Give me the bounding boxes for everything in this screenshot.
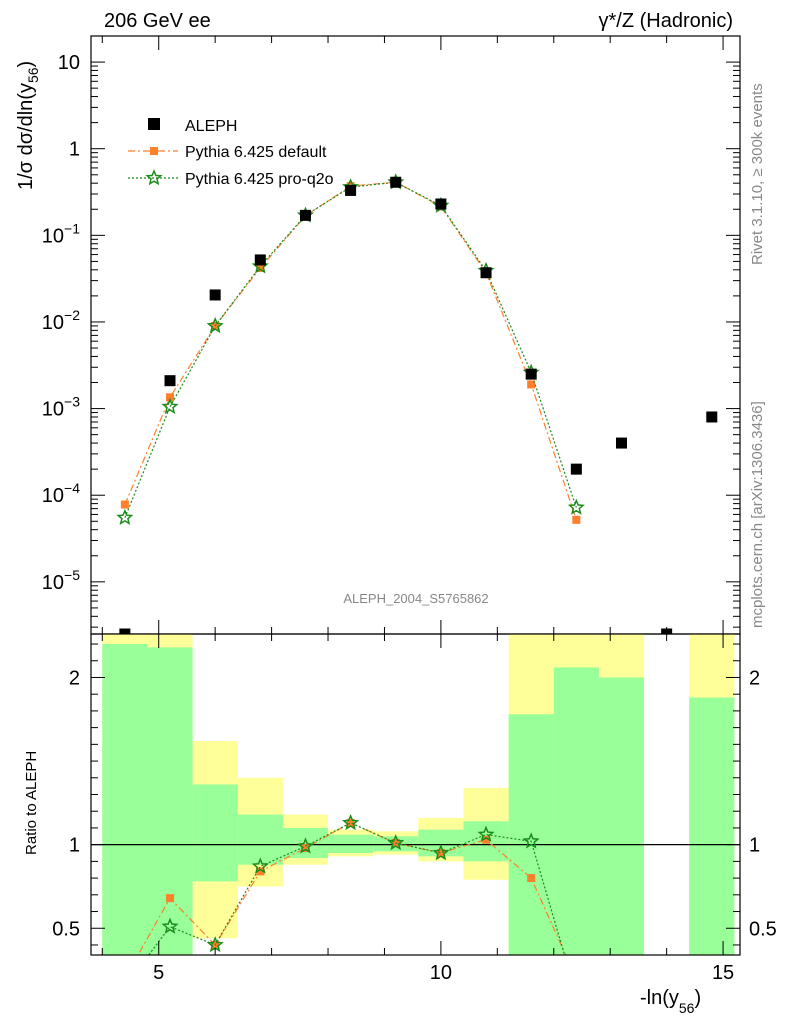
default-point-0 xyxy=(120,500,129,509)
legend-label-proq2o: Pythia 6.425 pro-q2o xyxy=(185,171,334,188)
aleph-point-2 xyxy=(209,289,221,301)
default-point-1 xyxy=(166,393,175,402)
ratio-proq2o-point-1 xyxy=(161,917,179,934)
ratio-default-point-4 xyxy=(301,844,310,852)
y-tick-label--1: 10−1 xyxy=(42,220,80,247)
ratio-proq2o-point-7 xyxy=(432,844,450,861)
ratio-proq2o-point-6 xyxy=(387,834,405,851)
aleph-point-5 xyxy=(345,184,357,196)
aleph-point-8 xyxy=(480,267,492,279)
default-line xyxy=(124,181,577,520)
ratio-proq2o-point-0 xyxy=(118,980,131,993)
ratio-default-point-5 xyxy=(346,818,355,827)
labels-layer: 206 GeV ee γ*/Z (Hadronic) Rivet 3.1.10,… xyxy=(104,10,766,628)
band-stat-5 xyxy=(328,834,374,854)
ratio-ytick-label-0.5: 0.5 xyxy=(52,918,80,940)
legend-label-default: Pythia 6.425 default xyxy=(185,144,327,161)
legend-marker-aleph xyxy=(148,118,160,130)
ratio-series xyxy=(118,813,583,1001)
default-point-9 xyxy=(527,380,536,389)
ratio-default-point-0 xyxy=(121,974,129,982)
x-tick-label-5: 5 xyxy=(153,962,164,984)
upper-panel: 10−5 10−4 10−3 10−2 10−1 1 10 1/σ dσ/dln(y56) AL… xyxy=(15,35,741,635)
proq2o-point-10 xyxy=(567,498,585,515)
main-series xyxy=(116,173,718,634)
x-tick-label-15: 15 xyxy=(712,962,734,984)
band-stat-1 xyxy=(147,647,193,955)
ratio-default-point-8 xyxy=(482,835,491,844)
proq2o-point-2 xyxy=(206,316,224,334)
ratio-ytick-label-1: 1 xyxy=(69,835,80,857)
band-stat-3 xyxy=(237,814,283,865)
aleph-point-0 xyxy=(119,628,131,634)
legend-marker-proq2o xyxy=(145,169,163,186)
proq2o-line xyxy=(124,181,577,518)
legend: ALEPH Pythia 6.425 default Pythia 6.425 pr… xyxy=(128,118,334,188)
uncertainty-bands xyxy=(102,634,735,955)
aleph-point-7 xyxy=(435,198,447,210)
side-label-top: Rivet 3.1.10, ≥ 300k events xyxy=(749,83,766,265)
proq2o-point-1 xyxy=(161,397,179,414)
ratio-proq2o-point-5 xyxy=(342,813,360,831)
y-tick-label--2: 10−2 xyxy=(42,307,80,334)
default-point-10 xyxy=(572,515,581,524)
y-tick-label-1: 10 xyxy=(58,52,80,74)
y-tick-label-0: 1 xyxy=(69,139,80,161)
band-stat-0 xyxy=(102,644,148,955)
y-tick-label--5: 10−5 xyxy=(42,567,80,594)
band-stat-2 xyxy=(192,784,238,882)
ratio-default-point-9 xyxy=(527,874,536,883)
ratio-proq2o-point-3 xyxy=(251,857,269,874)
legend-marker-default xyxy=(150,147,158,155)
ratio-ytick-label-r-0.5: 0.5 xyxy=(749,918,777,940)
ratio-proq2o-point-4 xyxy=(296,837,314,854)
aleph-point-6 xyxy=(390,176,402,188)
legend-label-aleph: ALEPH xyxy=(185,118,237,135)
aleph-point-9 xyxy=(525,368,537,380)
ratio-ytick-label-r-2: 2 xyxy=(749,667,760,689)
header-right: γ*/Z (Hadronic) xyxy=(599,10,733,32)
ratio-default-point-1 xyxy=(166,894,175,903)
analysis-tag: ALEPH_2004_S5765862 xyxy=(343,591,488,606)
ratio-y-axis-title: Ratio to ALEPH xyxy=(23,751,40,855)
band-stat-12 xyxy=(689,697,735,955)
header-left: 206 GeV ee xyxy=(104,10,211,32)
band-stat-10 xyxy=(553,667,599,955)
proq2o-point-0 xyxy=(116,508,134,525)
side-label-bottom: mcplots.cern.ch [arXiv:1306.3436] xyxy=(749,401,766,628)
ratio-panel: 5 10 15 0.5 0.5 1 1 2 2 Ratio to ALEPH -ln(y56) xyxy=(23,633,777,1016)
ratio-ytick-label-r-1: 1 xyxy=(749,835,760,857)
ratio-proq2o-point-9 xyxy=(522,832,540,849)
y-axis-title: 1/σ dσ/dln(y56) xyxy=(15,61,41,190)
ratio-default-point-7 xyxy=(436,849,445,858)
ratio-ytick-label-2: 2 xyxy=(69,667,80,689)
aleph-point-1 xyxy=(164,375,176,387)
ratio-default-point-10 xyxy=(572,974,580,982)
ratio-proq2o-point-8 xyxy=(477,825,495,842)
y-tick-label--4: 10−4 xyxy=(42,480,80,507)
ratio-proq2o-point-10 xyxy=(570,988,583,1001)
x-axis-title: -ln(y56) xyxy=(640,987,701,1016)
band-stat-11 xyxy=(598,677,645,955)
aleph-point-4 xyxy=(299,209,311,221)
x-tick-label-10: 10 xyxy=(430,962,452,984)
band-stat-4 xyxy=(282,827,329,859)
aleph-point-10 xyxy=(570,463,582,475)
aleph-point-13 xyxy=(706,411,718,423)
y-tick-label--3: 10−3 xyxy=(42,394,80,421)
aleph-point-11 xyxy=(615,437,627,449)
ratio-default-point-3 xyxy=(256,867,265,876)
aleph-point-3 xyxy=(254,254,266,266)
default-point-3 xyxy=(256,263,265,272)
